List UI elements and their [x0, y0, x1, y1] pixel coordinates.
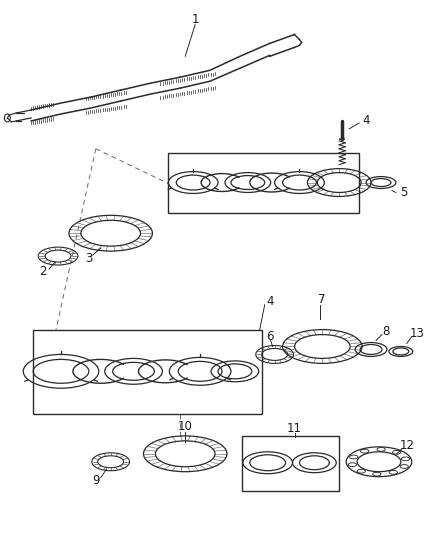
- Text: 13: 13: [409, 327, 424, 340]
- Text: 12: 12: [399, 439, 414, 453]
- Text: 4: 4: [362, 115, 370, 127]
- Text: 1: 1: [191, 13, 199, 26]
- Text: 5: 5: [400, 186, 407, 199]
- Text: 9: 9: [92, 474, 99, 487]
- Text: 4: 4: [266, 295, 273, 308]
- Text: 2: 2: [39, 265, 47, 278]
- Text: 10: 10: [178, 421, 193, 433]
- Text: 8: 8: [382, 325, 390, 338]
- Text: 7: 7: [318, 293, 325, 306]
- Text: 3: 3: [85, 252, 92, 264]
- Text: 6: 6: [266, 330, 273, 343]
- Text: 11: 11: [287, 423, 302, 435]
